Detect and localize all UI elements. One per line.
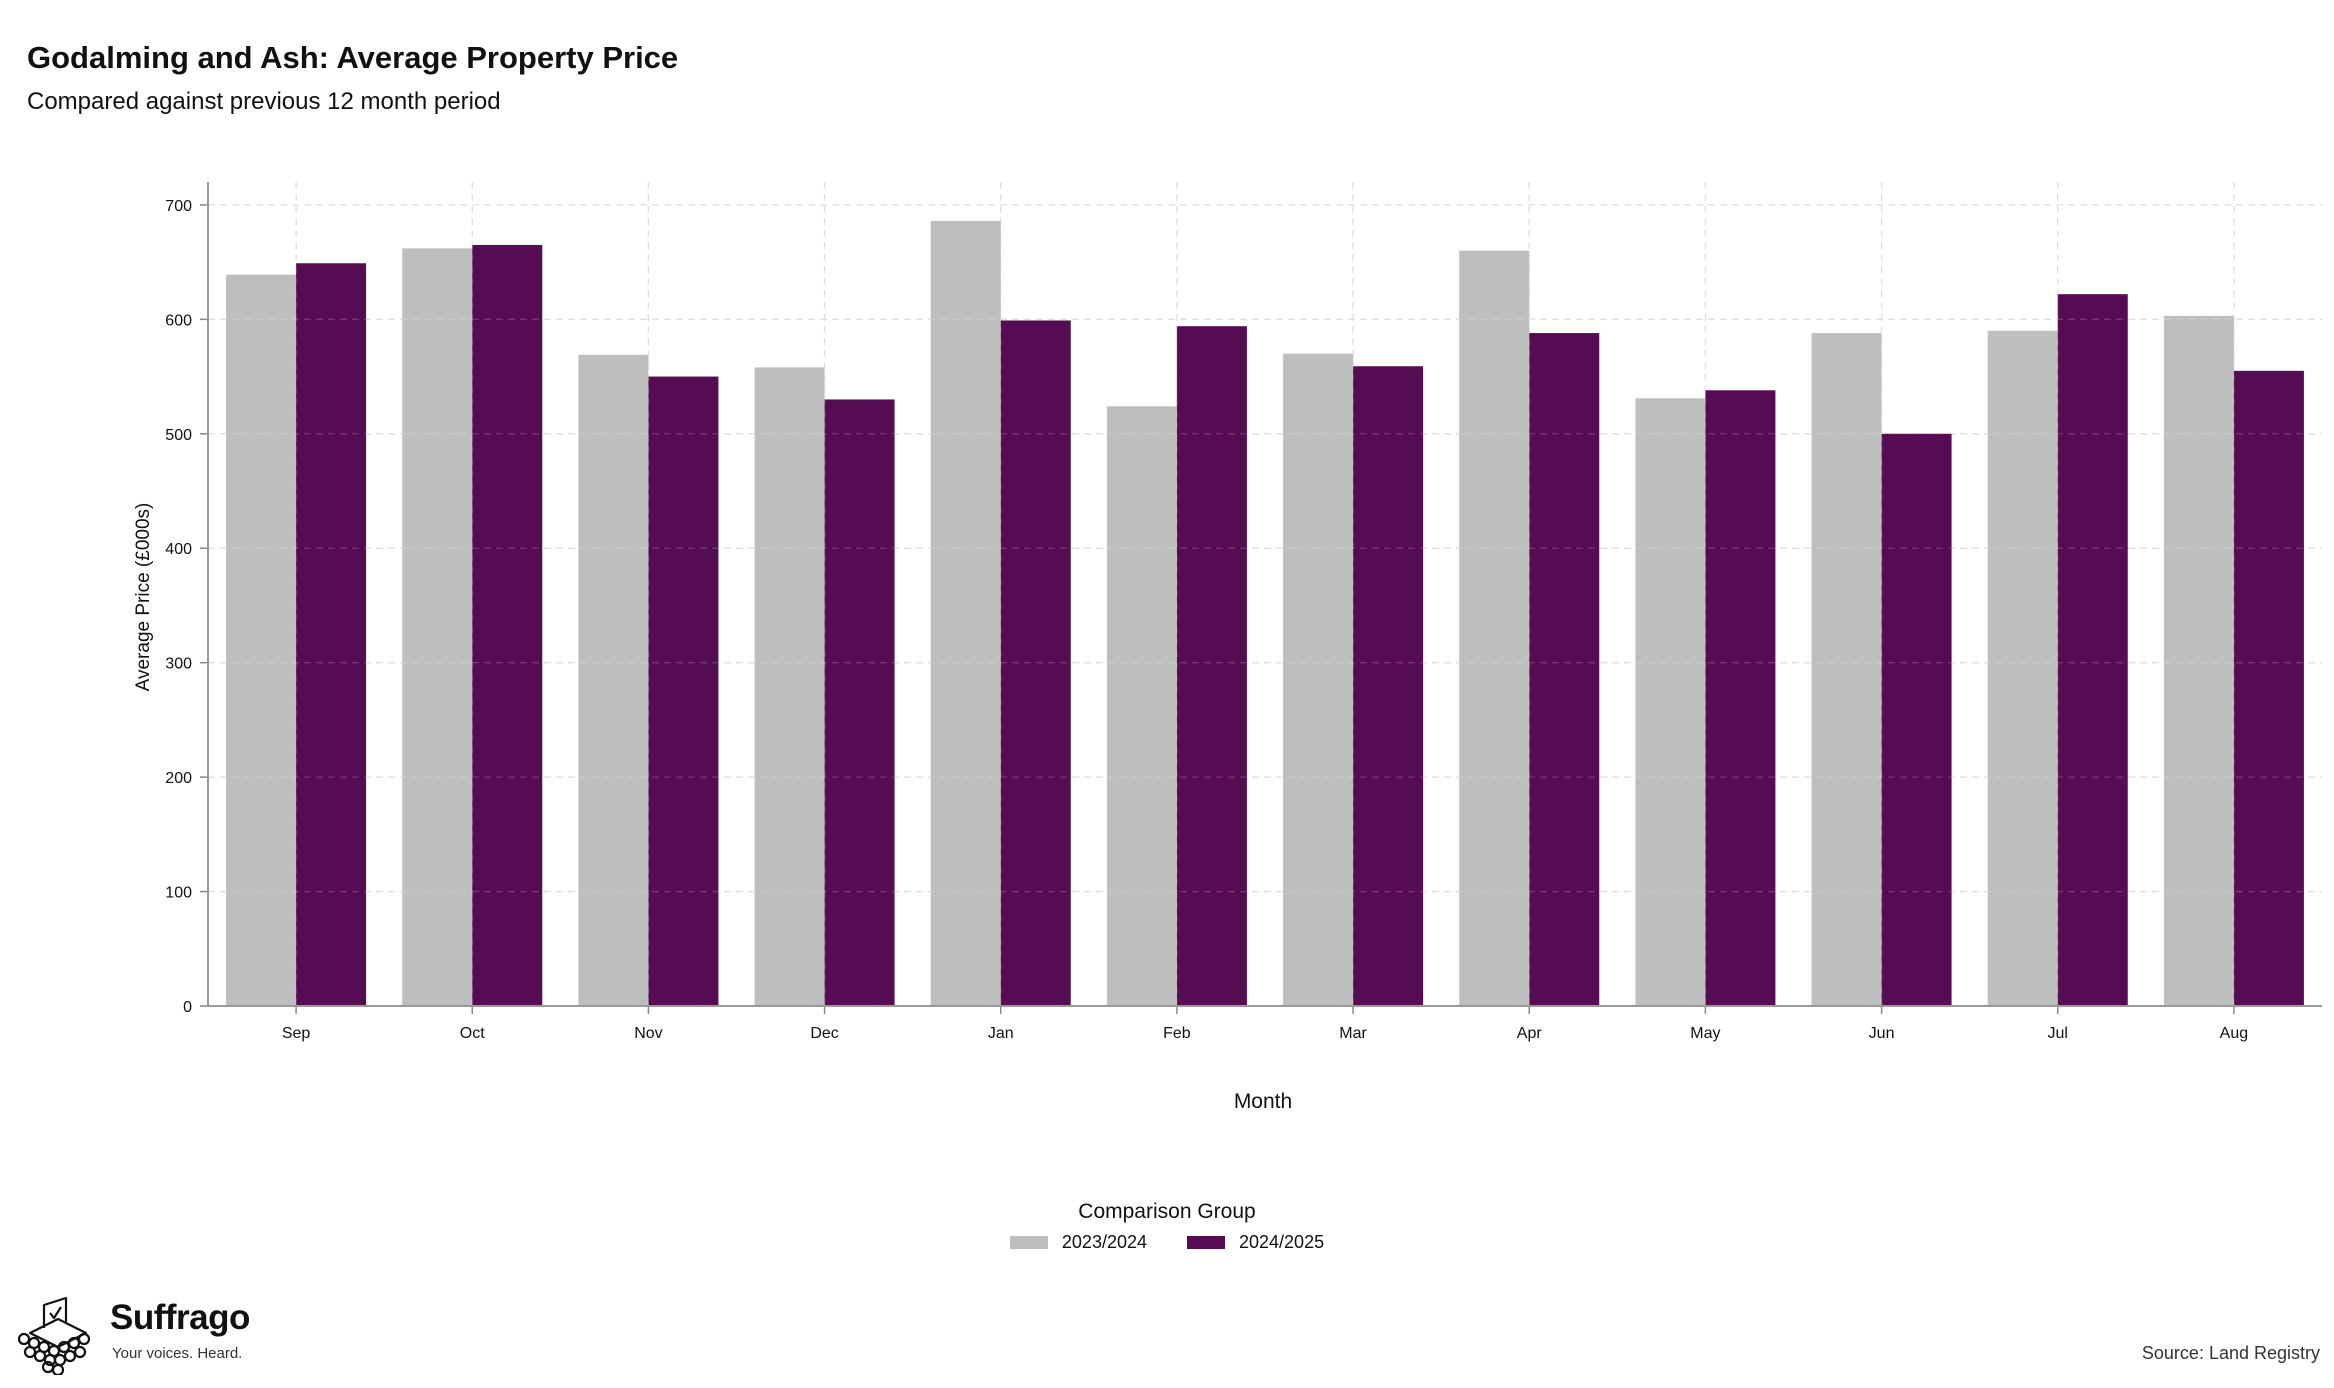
axes — [200, 182, 2322, 1014]
x-tick-label: Jan — [988, 1025, 1014, 1042]
logo-name: Suffrago — [110, 1298, 250, 1337]
bar-2023-2024-sep — [226, 274, 297, 1006]
bar-2024-2025-oct — [472, 244, 543, 1006]
source-note: Source: Land Registry — [2141, 1343, 2320, 1363]
x-tick-label: Jul — [2048, 1025, 2068, 1042]
logo-tagline: Your voices. Heard. — [112, 1345, 243, 1362]
y-tick-label: 400 — [165, 541, 192, 558]
x-tick-label: Feb — [1163, 1025, 1191, 1042]
bar-2023-2024-jun — [1811, 333, 1882, 1007]
bar-2024-2025-sep — [296, 263, 367, 1006]
y-tick-label: 500 — [165, 427, 192, 444]
bar-2023-2024-feb — [1106, 406, 1177, 1006]
bar-2023-2024-jul — [1987, 330, 2058, 1006]
bars — [208, 182, 2322, 1007]
bar-2023-2024-may — [1635, 398, 1706, 1006]
bar-2024-2025-dec — [824, 399, 895, 1006]
x-tick-label: Mar — [1339, 1025, 1367, 1042]
x-tick-label: Nov — [634, 1025, 662, 1042]
bar-chart: 0 100 200 300 400 500 600 700 Sep Oct Nov Dec Jan Feb… — [133, 182, 2322, 1113]
bar-2023-2024-aug — [2163, 315, 2234, 1006]
legend-label-2023-2024: 2023/2024 — [1061, 1232, 1147, 1252]
y-axis-label: Average Price (£000s) — [133, 503, 154, 692]
chart-title: Godalming and Ash: Average Property Pric… — [27, 40, 679, 75]
x-tick-label: Jun — [1869, 1025, 1895, 1042]
chart-subtitle: Compared against previous 12 month perio… — [27, 88, 501, 115]
bar-2023-2024-dec — [754, 367, 825, 1006]
bar-2023-2024-oct — [402, 248, 473, 1006]
bar-2024-2025-jun — [1881, 433, 1952, 1006]
legend-label-2024-2025: 2024/2025 — [1239, 1232, 1325, 1252]
y-tick-label: 200 — [165, 770, 192, 787]
y-tick-label: 300 — [165, 656, 192, 673]
bar-2024-2025-apr — [1529, 333, 1600, 1007]
bar-2023-2024-jan — [930, 220, 1001, 1006]
legend-swatch-2024-2025 — [1187, 1236, 1225, 1249]
x-axis-label: Month — [1234, 1090, 1292, 1113]
bar-2023-2024-nov — [578, 354, 649, 1006]
bar-2024-2025-may — [1705, 390, 1776, 1006]
legend-swatch-2023-2024 — [1009, 1236, 1048, 1249]
legend-title: Comparison Group — [1078, 1200, 1256, 1223]
legend: Comparison Group 2023/2024 2024/2025 — [0, 1200, 2334, 1253]
bar-2024-2025-jan — [1000, 320, 1071, 1006]
x-tick-label: Apr — [1517, 1025, 1543, 1042]
x-tick-label: Aug — [2220, 1025, 2248, 1042]
bar-2024-2025-nov — [648, 376, 719, 1006]
y-tick-label: 100 — [165, 885, 192, 902]
y-tick-label: 600 — [165, 312, 192, 329]
bar-2024-2025-mar — [1353, 366, 1424, 1006]
tick-labels: 0 100 200 300 400 500 600 700 Sep Oct Nov Dec Jan Feb… — [165, 198, 2248, 1042]
x-tick-label: May — [1690, 1025, 1720, 1042]
x-tick-label: Oct — [460, 1025, 485, 1042]
legend-item-2023-2024: 2023/2024 — [1009, 1232, 1147, 1253]
bar-2024-2025-aug — [2233, 370, 2304, 1006]
suffrago-logo: Suffrago Your voices. Heard. — [14, 1295, 274, 1377]
x-tick-label: Dec — [810, 1025, 838, 1042]
y-tick-label: 0 — [183, 999, 192, 1016]
bar-2024-2025-jul — [2057, 294, 2128, 1007]
bar-2023-2024-apr — [1459, 250, 1530, 1006]
x-tick-label: Sep — [282, 1025, 311, 1042]
ballot-box-icon — [17, 1296, 91, 1377]
y-tick-label: 700 — [165, 198, 192, 215]
bar-2023-2024-mar — [1283, 353, 1354, 1007]
bar-2024-2025-feb — [1176, 326, 1247, 1006]
legend-item-2024-2025: 2024/2025 — [1187, 1232, 1324, 1253]
